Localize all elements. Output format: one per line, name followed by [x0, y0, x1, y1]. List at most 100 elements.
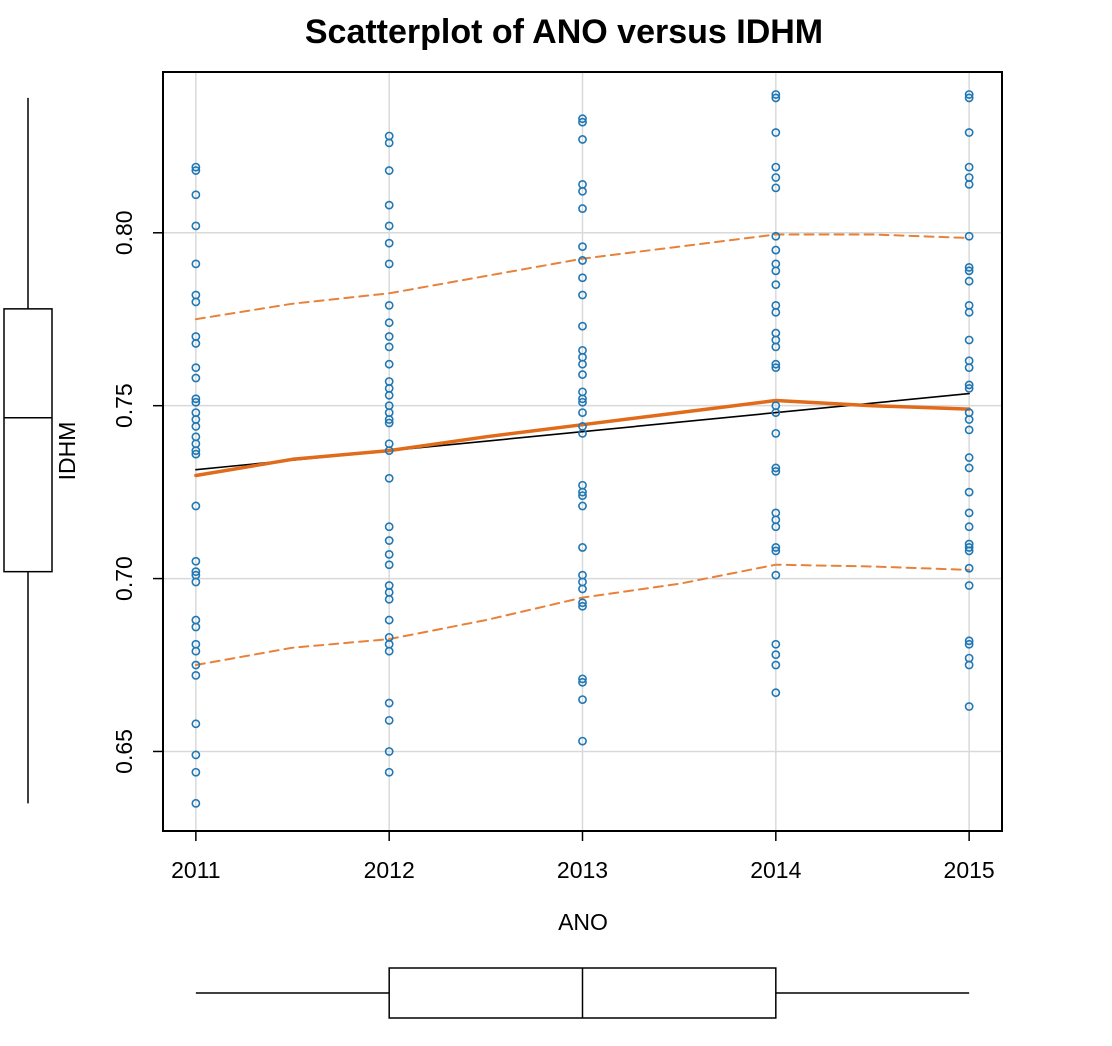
data-point-0-19: [191, 449, 201, 459]
data-point-1-32: [384, 646, 394, 656]
data-point-3-31: [771, 660, 781, 670]
data-point-4-6: [964, 231, 974, 241]
data-point-1-17: [384, 415, 394, 424]
data-point-0-10: [191, 373, 201, 383]
data-point-0-34: [191, 798, 201, 808]
data-point-2-16: [578, 394, 587, 404]
data-point-1-10: [384, 342, 394, 352]
data-point-3-26: [771, 543, 781, 552]
data-point-4-27: [964, 546, 974, 556]
data-point-4-8: [964, 266, 974, 276]
x-axis-ticks: 2011 2012 2013 2014 2015: [171, 831, 995, 883]
data-point-1-34: [384, 715, 394, 725]
y-tick-label-1: 0.70: [111, 556, 137, 601]
data-point-0-22: [191, 567, 201, 577]
data-point-0-11: [191, 394, 201, 404]
data-point-0-12: [191, 397, 201, 407]
data-point-4-19: [964, 425, 974, 435]
data-point-4-3: [964, 162, 974, 172]
data-point-2-30: [578, 601, 587, 611]
data-point-4-31: [964, 639, 974, 649]
spread-upper-line: [194, 233, 971, 321]
data-point-3-3: [771, 162, 781, 172]
data-point-0-33: [191, 767, 201, 777]
data-point-1-4: [384, 221, 394, 231]
data-point-3-29: [771, 639, 781, 649]
ano-boxplot: [195, 967, 970, 1019]
data-point-2-10: [578, 321, 587, 331]
data-point-3-1: [771, 93, 781, 103]
data-point-2-5: [578, 204, 587, 213]
data-point-3-30: [771, 650, 781, 660]
x-tick-label-0: 2011: [171, 857, 220, 883]
data-point-1-25: [384, 560, 394, 570]
data-point-1-11: [384, 359, 394, 369]
data-point-3-21: [771, 463, 781, 473]
x-tick-label-3: 2014: [750, 857, 801, 883]
data-point-0-15: [191, 422, 201, 431]
data-point-0-26: [191, 622, 201, 632]
data-point-2-13: [578, 359, 587, 369]
data-point-2-33: [578, 695, 587, 705]
data-point-1-36: [384, 767, 394, 777]
y-axis-ticks: 0.65 0.70 0.75 0.80: [111, 210, 163, 774]
data-point-2-7: [578, 256, 587, 265]
data-point-1-18: [384, 418, 394, 428]
data-point-0-21: [191, 556, 201, 566]
data-point-0-9: [191, 363, 201, 373]
data-point-2-25: [578, 543, 587, 552]
data-point-4-11: [964, 307, 974, 317]
data-point-2-4: [578, 186, 587, 196]
data-point-1-3: [384, 200, 394, 210]
data-point-0-20: [191, 501, 201, 511]
data-point-0-24: [191, 577, 201, 587]
data-point-0-1: [191, 166, 201, 175]
data-point-2-34: [578, 736, 587, 746]
data-point-2-20: [578, 428, 587, 438]
data-point-0-29: [191, 660, 201, 670]
data-point-4-21: [964, 463, 974, 473]
data-point-1-1: [384, 138, 394, 148]
data-point-0-30: [191, 670, 201, 680]
data-point-2-31: [578, 674, 587, 684]
data-point-4-26: [964, 543, 974, 552]
data-point-3-19: [771, 408, 781, 417]
data-point-3-2: [771, 128, 781, 137]
data-point-0-6: [191, 297, 201, 307]
data-point-2-6: [578, 242, 587, 252]
data-point-1-21: [384, 473, 394, 483]
data-point-1-28: [384, 594, 394, 604]
data-point-1-20: [384, 446, 394, 456]
data-point-2-2: [578, 135, 587, 144]
data-point-3-12: [771, 307, 781, 317]
data-point-0-8: [191, 339, 201, 348]
x-tick-label-4: 2015: [944, 857, 995, 883]
data-point-3-32: [771, 688, 781, 698]
x-axis-label: ANO: [558, 909, 608, 935]
data-point-1-29: [384, 615, 394, 625]
data-point-4-7: [964, 262, 974, 272]
data-point-4-29: [964, 581, 974, 590]
data-point-4-15: [964, 380, 974, 390]
idhm-box: [3, 308, 53, 573]
data-point-2-23: [578, 491, 587, 500]
data-point-1-5: [384, 238, 394, 248]
data-point-2-17: [578, 397, 587, 407]
data-point-4-14: [964, 363, 974, 373]
data-point-1-9: [384, 332, 394, 341]
data-point-4-0: [964, 90, 974, 99]
data-points: [191, 90, 974, 808]
grid-lines: [163, 72, 1002, 831]
data-point-2-9: [578, 290, 587, 300]
data-point-4-28: [964, 563, 974, 573]
data-point-2-0: [578, 114, 587, 124]
data-point-1-8: [384, 318, 394, 328]
data-point-1-23: [384, 536, 394, 545]
data-point-2-29: [578, 598, 587, 608]
data-point-4-5: [964, 179, 974, 189]
data-point-2-8: [578, 273, 587, 283]
data-point-4-18: [964, 415, 974, 424]
data-point-4-22: [964, 487, 974, 497]
fit-lines: [194, 233, 971, 666]
